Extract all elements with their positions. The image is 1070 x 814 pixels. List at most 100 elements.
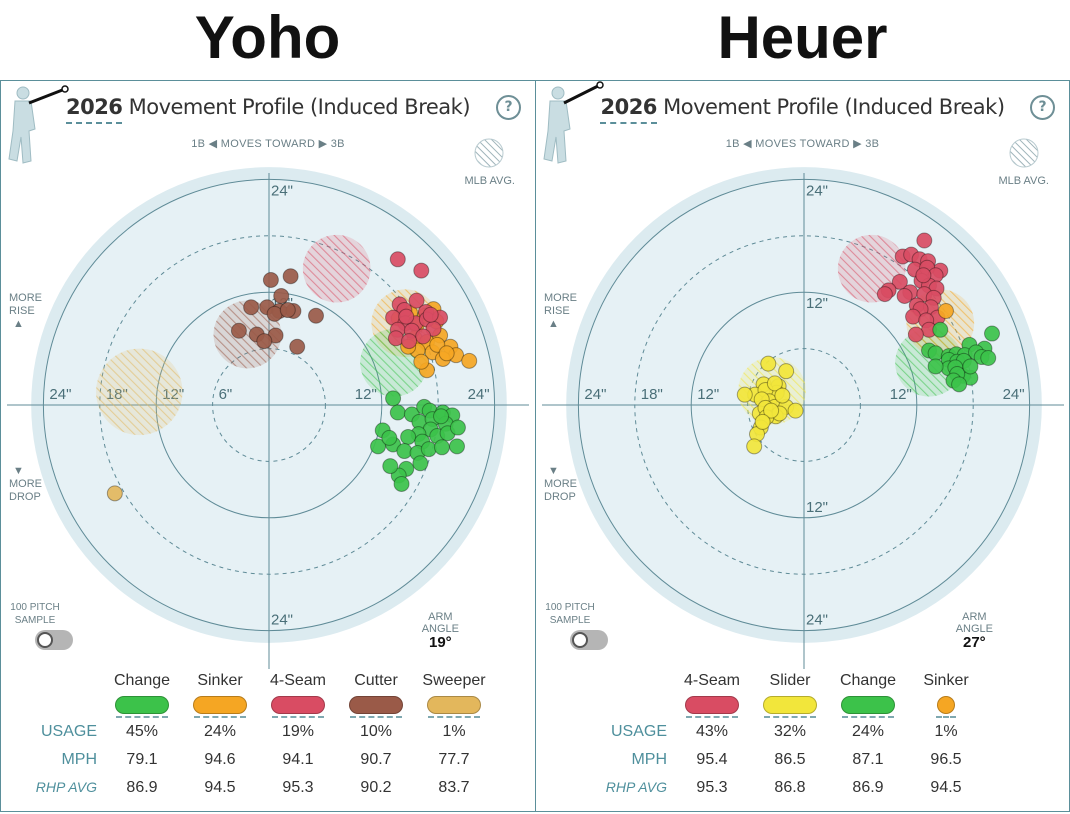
pitch-sample-toggle[interactable] xyxy=(570,630,608,650)
mlb-avg-legend-label: MLB AVG. xyxy=(464,175,515,187)
pitch-point xyxy=(413,262,430,279)
swatch-underline xyxy=(272,716,324,718)
pitch-rhp-avg-value: 86.9 xyxy=(126,779,158,796)
arm-angle-label: ARM ANGLE xyxy=(421,611,459,635)
pitch-point xyxy=(461,352,478,369)
moves-toward-label: 1B ◀ MOVES TOWARD ▶ 3B xyxy=(725,138,880,150)
pitch-point xyxy=(243,299,260,316)
pitch-color-swatch[interactable] xyxy=(271,696,325,714)
help-icon[interactable]: ? xyxy=(496,95,521,120)
y-tick-label: 24" xyxy=(806,612,828,629)
pitch-point xyxy=(980,350,997,366)
pitch-point xyxy=(927,358,944,375)
pitch-color-swatch[interactable] xyxy=(427,696,481,714)
pitch-color-swatch[interactable] xyxy=(841,696,895,714)
pitch-point xyxy=(915,267,932,284)
pitch-rhp-avg-value: 95.3 xyxy=(696,779,728,796)
series-4-seam xyxy=(876,232,949,343)
help-icon[interactable]: ? xyxy=(1030,95,1055,120)
pitch-point xyxy=(262,271,279,288)
pitch-mph-value: 95.4 xyxy=(696,751,728,768)
arm-angle-label: ARM ANGLE xyxy=(955,611,993,635)
pitch-point xyxy=(774,387,791,404)
pitcher-arm-angle-icon xyxy=(543,81,604,164)
pitch-column-sinker[interactable]: Sinker 24% 94.6 94.5 xyxy=(181,671,259,802)
chart-title: 2026 Movement Profile (Induced Break) xyxy=(1,95,535,124)
pitch-usage-value: 32% xyxy=(773,723,807,740)
pitch-point xyxy=(962,358,979,375)
moves-toward-label: 1B ◀ MOVES TOWARD ▶ 3B xyxy=(191,138,345,150)
pitch-column-sweeper[interactable]: Sweeper 1% 77.7 83.7 xyxy=(415,671,493,802)
pitch-point xyxy=(381,429,398,446)
pitch-point xyxy=(422,306,439,323)
pitch-column-cutter[interactable]: Cutter 10% 90.7 90.2 xyxy=(337,671,415,802)
pitch-color-swatch[interactable] xyxy=(115,696,169,714)
pitch-color-swatch[interactable] xyxy=(685,696,739,714)
pitch-point xyxy=(433,408,450,425)
series-change xyxy=(921,321,1000,393)
x-tick-label: 24" xyxy=(468,386,490,403)
pitch-name: Cutter xyxy=(354,672,398,689)
series-slider xyxy=(736,355,804,455)
pitch-point xyxy=(415,328,432,345)
pitch-point xyxy=(778,363,795,380)
series-change xyxy=(370,390,466,492)
pitch-mph-value: 79.1 xyxy=(126,751,158,768)
pitch-point xyxy=(382,458,399,475)
pitch-column-change[interactable]: Change 24% 87.1 86.9 xyxy=(829,671,907,802)
pitch-column-4-seam[interactable]: 4-Seam 43% 95.4 95.3 xyxy=(673,671,751,802)
pitch-column-sinker[interactable]: Sinker 1% 96.5 94.5 xyxy=(907,671,985,802)
pitch-point xyxy=(916,232,933,249)
pitch-sample-toggle[interactable] xyxy=(35,630,73,650)
more-drop-text: MORE DROP xyxy=(544,478,577,503)
pitch-point xyxy=(308,307,324,324)
y-tick-label: 12" xyxy=(806,295,828,312)
pitch-point xyxy=(413,353,430,370)
pitch-usage-value: 1% xyxy=(442,723,466,740)
movement-plot: 24"18"12"6"12"24"24"12"24" xyxy=(7,138,529,669)
pitch-point xyxy=(256,333,273,350)
pitch-color-swatch[interactable] xyxy=(763,696,817,714)
pitch-name: 4-Seam xyxy=(683,672,741,689)
pitch-name: Change xyxy=(839,672,897,689)
pitch-point xyxy=(389,404,406,421)
row-label-usage: USAGE xyxy=(610,723,667,740)
pitch-point xyxy=(449,438,465,455)
pitch-point xyxy=(106,485,123,502)
pitch-rhp-avg-value: 86.9 xyxy=(852,779,884,796)
pitch-name: Sweeper xyxy=(422,672,486,689)
pitch-point xyxy=(396,443,413,460)
pitch-mph-value: 90.7 xyxy=(360,751,392,768)
pitch-point xyxy=(754,413,771,430)
pitch-point xyxy=(385,390,402,407)
pitch-usage-value: 24% xyxy=(203,723,237,740)
pitch-point xyxy=(905,308,922,325)
pitch-point xyxy=(787,402,804,419)
x-tick-label: 24" xyxy=(1003,386,1025,403)
x-tick-label: 18" xyxy=(641,386,663,403)
y-tick-label: 24" xyxy=(271,612,293,629)
swatch-underline xyxy=(686,716,738,718)
pitch-point xyxy=(896,287,913,304)
pitch-column-change[interactable]: Change 45% 79.1 86.9 xyxy=(103,671,181,802)
pitch-color-swatch[interactable] xyxy=(193,696,247,714)
mlb-avg-legend-swatch xyxy=(1009,138,1039,168)
pitch-usage-value: 24% xyxy=(851,723,885,740)
pitch-name: Change xyxy=(113,672,171,689)
pitch-mph-value: 94.1 xyxy=(282,751,314,768)
pitch-point xyxy=(282,268,299,285)
pitch-color-swatch[interactable] xyxy=(937,696,955,714)
pitch-point xyxy=(891,273,908,290)
pitch-point xyxy=(449,419,466,436)
pitch-column-4-seam[interactable]: 4-Seam 19% 94.1 95.3 xyxy=(259,671,337,802)
row-label-usage: USAGE xyxy=(40,723,97,740)
row-label-rhp-avg: RHP AVG xyxy=(605,779,667,795)
pitch-name: Slider xyxy=(769,672,811,689)
down-triangle-icon: ▼ xyxy=(548,465,559,477)
pitch-name: Sinker xyxy=(923,672,969,689)
pitch-column-slider[interactable]: Slider 32% 86.5 86.8 xyxy=(751,671,829,802)
pitch-point xyxy=(401,333,418,350)
pitch-color-swatch[interactable] xyxy=(349,696,403,714)
pitch-point xyxy=(438,345,455,362)
y-tick-label: 24" xyxy=(806,182,828,199)
